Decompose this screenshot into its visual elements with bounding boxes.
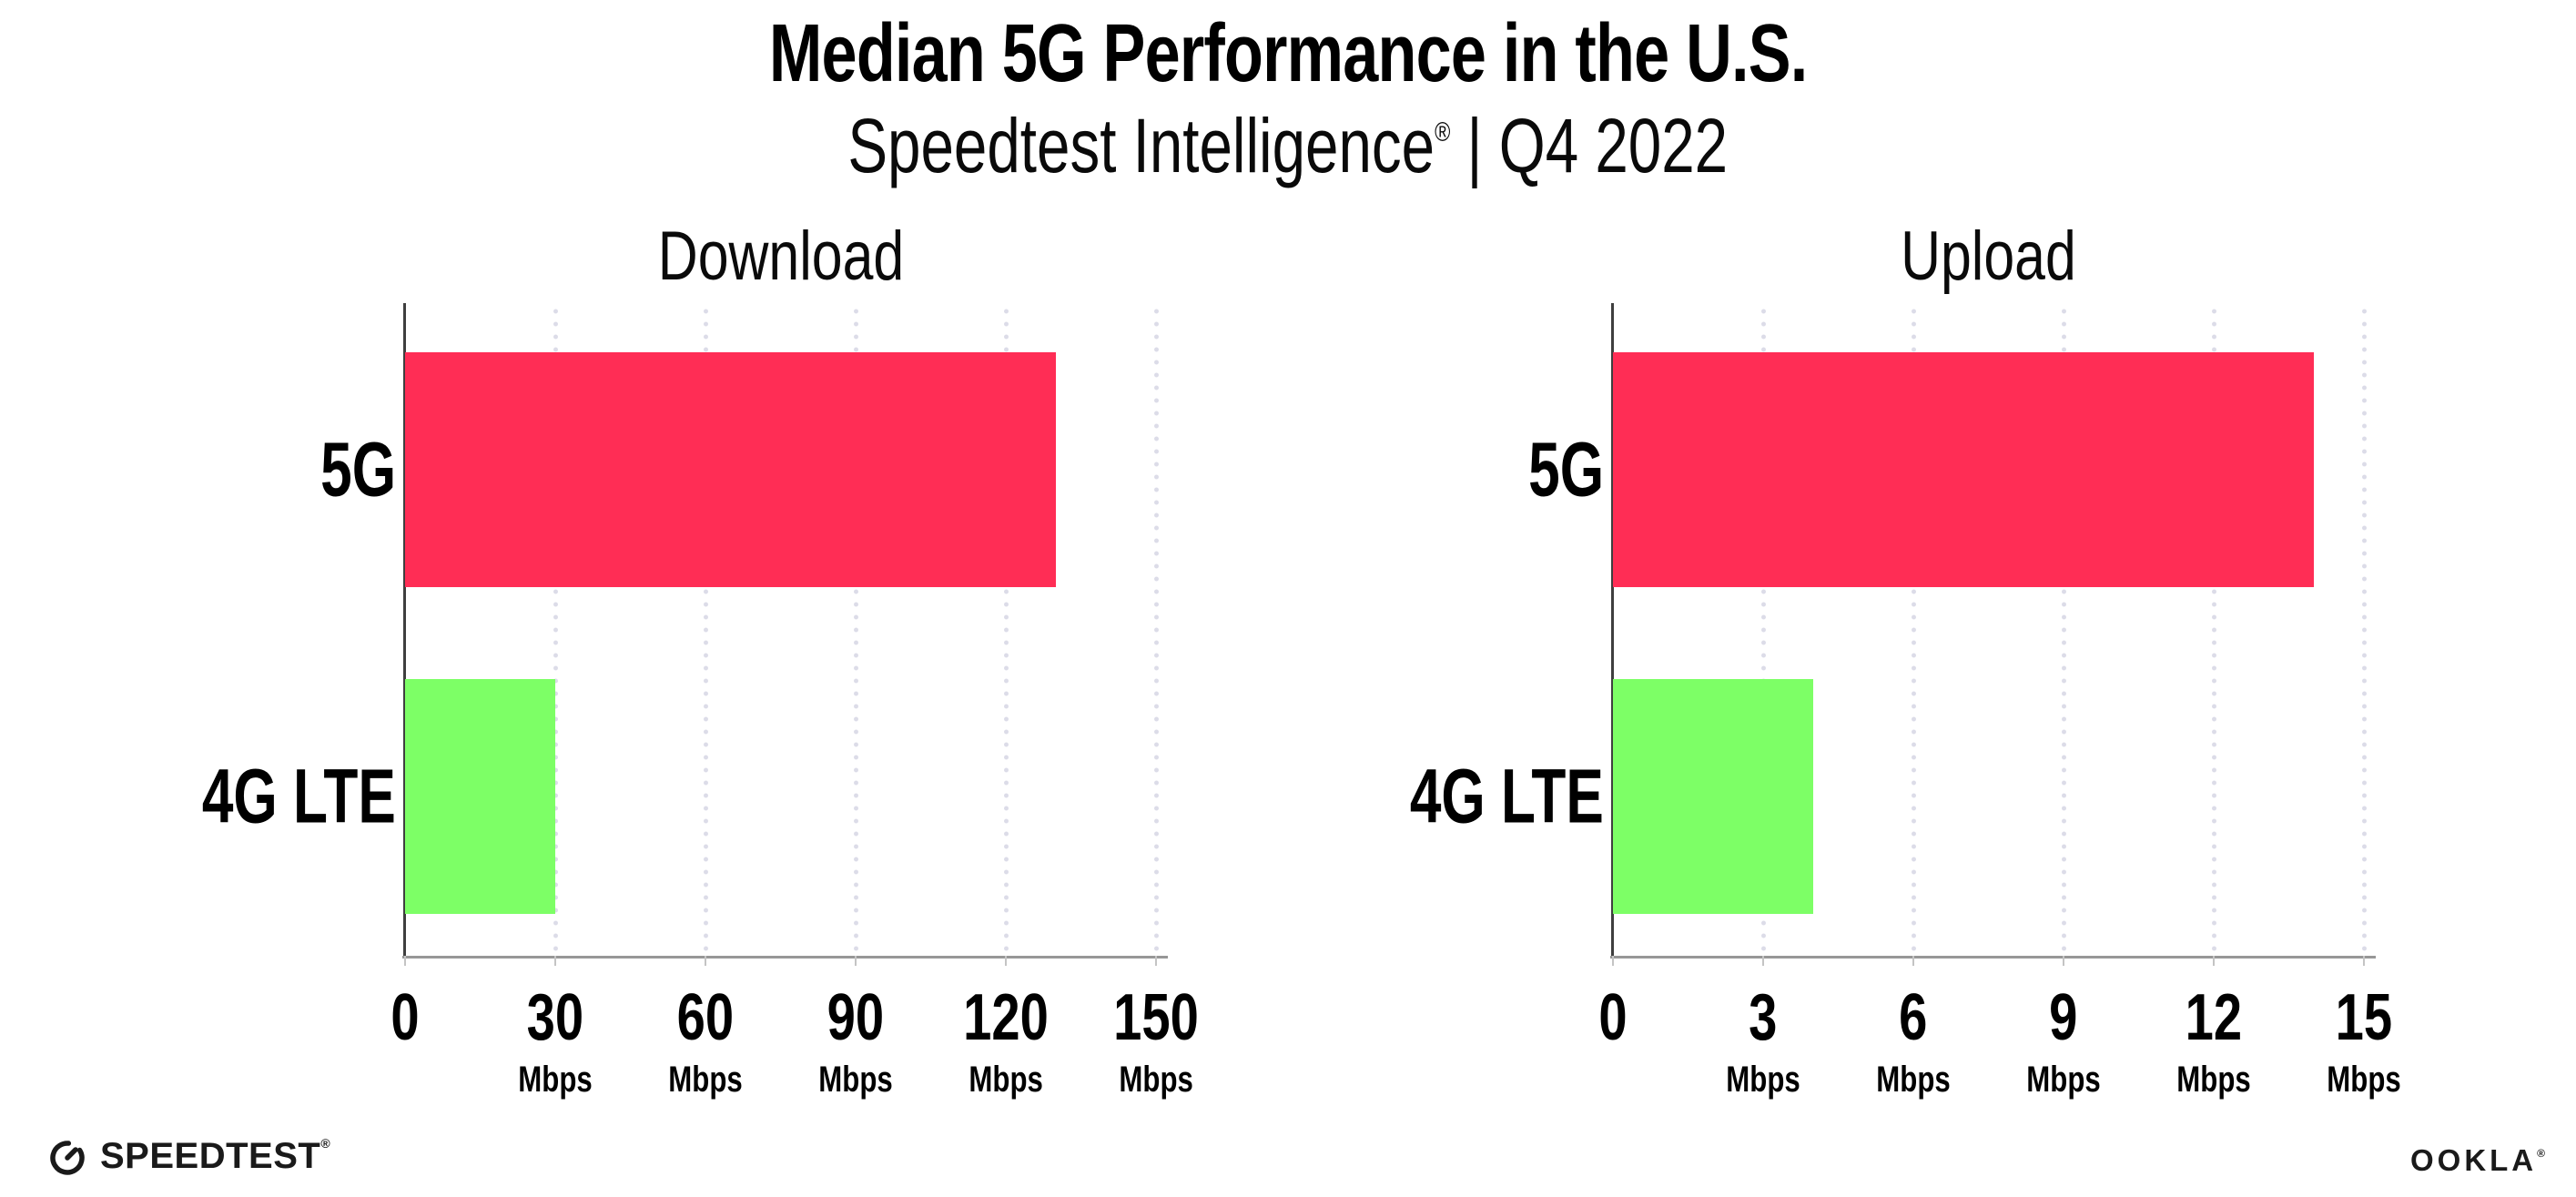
bar-5g	[405, 351, 1056, 587]
x-tick-value: 3	[1749, 981, 1778, 1054]
x-tick-unit: Mbps	[818, 1060, 893, 1100]
x-tick-unit: Mbps	[1876, 1060, 1951, 1100]
x-tick-value: 120	[963, 981, 1049, 1054]
bar-5g	[1613, 351, 2314, 587]
upload-x-axis-line	[1610, 956, 2376, 959]
gridline-90	[854, 305, 858, 956]
x-tick-value: 90	[827, 981, 885, 1054]
download-chart-title-text: Download	[657, 218, 904, 295]
x-tick-unit: Mbps	[2026, 1060, 2101, 1100]
x-tick-0: 0	[387, 985, 423, 1050]
bar-4g-lte	[1613, 678, 1813, 915]
x-tick-unit: Mbps	[518, 1060, 593, 1100]
x-tick-3: 3 Mbps	[1716, 985, 1810, 1098]
download-category-labels: 5G 4G LTE	[68, 303, 396, 956]
gridline-3	[1761, 305, 1766, 956]
tick-mark-90	[855, 956, 857, 966]
tick-mark-0	[1612, 956, 1614, 966]
bar-4g-lte	[405, 678, 555, 915]
gridline-15	[2362, 305, 2367, 956]
x-tick-15: 15 Mbps	[2317, 985, 2411, 1098]
category-label-4g-lte: 4G LTE	[202, 753, 396, 839]
tick-mark-150	[1155, 956, 1157, 966]
x-tick-value: 15	[2335, 981, 2393, 1054]
upload-chart-title-text: Upload	[1901, 218, 2076, 295]
gridline-150	[1154, 305, 1159, 956]
x-tick-value: 9	[2049, 981, 2078, 1054]
tick-mark-60	[705, 956, 706, 966]
download-plot-area	[402, 303, 1168, 966]
x-tick-value: 0	[390, 981, 420, 1054]
registered-mark: ®	[1435, 117, 1451, 147]
x-tick-value: 12	[2185, 981, 2243, 1054]
speedtest-gauge-icon	[50, 1141, 85, 1175]
x-tick-unit: Mbps	[2176, 1060, 2251, 1100]
gridline-9	[2062, 305, 2066, 956]
tick-mark-6	[1912, 956, 1914, 966]
x-tick-value: 0	[1598, 981, 1628, 1054]
ookla-wordmark: OOKLA®	[2410, 1143, 2545, 1178]
x-tick-value: 6	[1899, 981, 1928, 1054]
speedtest-logo: SPEEDTEST®	[46, 1134, 330, 1178]
upload-chart-title: Upload	[1613, 217, 2364, 296]
download-x-tick-labels: 0 30 Mbps 60 Mbps 90 Mbps 120 Mbps 150 Mbps	[390, 985, 1198, 1131]
gridline-120	[1004, 305, 1009, 956]
page-title-text: Median 5G Performance in the U.S.	[768, 8, 1808, 99]
ookla-registered-mark: ®	[2537, 1147, 2545, 1160]
x-tick-150: 150 Mbps	[1101, 985, 1211, 1098]
x-tick-60: 60 Mbps	[658, 985, 753, 1098]
x-tick-30: 30 Mbps	[508, 985, 603, 1098]
upload-plot-area	[1610, 303, 2376, 966]
x-tick-value: 60	[676, 981, 735, 1054]
upload-x-tick-labels: 0 3 Mbps 6 Mbps 9 Mbps 12 Mbps 15 Mbps	[1598, 985, 2400, 1131]
download-y-axis-line	[403, 303, 406, 956]
tick-mark-3	[1762, 956, 1764, 966]
ookla-logo: OOKLA®	[2410, 1143, 2545, 1178]
tick-mark-9	[2063, 956, 2064, 966]
x-tick-unit: Mbps	[1119, 1060, 1193, 1100]
speedtest-registered-mark: ®	[320, 1135, 330, 1151]
tick-mark-120	[1005, 956, 1007, 966]
tick-mark-12	[2213, 956, 2215, 966]
x-tick-unit: Mbps	[668, 1060, 743, 1100]
x-tick-0: 0	[1595, 985, 1631, 1050]
tick-mark-0	[404, 956, 406, 966]
tick-mark-15	[2363, 956, 2365, 966]
upload-y-axis-line	[1611, 303, 1614, 956]
ookla-wordmark-text: OOKLA	[2409, 1143, 2538, 1177]
speedtest-wordmark-text: SPEEDTEST	[100, 1135, 321, 1176]
x-tick-unit: Mbps	[2327, 1060, 2401, 1100]
gridline-12	[2212, 305, 2216, 956]
x-tick-9: 9 Mbps	[2016, 985, 2111, 1098]
gridline-30	[553, 305, 558, 956]
x-tick-unit: Mbps	[969, 1060, 1043, 1100]
category-label-4g-lte: 4G LTE	[1410, 753, 1604, 839]
page-subtitle: Speedtest Intelligence® | Q4 2022	[0, 107, 2576, 184]
upload-category-labels: 5G 4G LTE	[1276, 303, 1604, 956]
page-subtitle-text: Speedtest Intelligence® | Q4 2022	[848, 107, 1729, 184]
header: Median 5G Performance in the U.S. Speedt…	[0, 13, 2576, 184]
x-tick-120: 120 Mbps	[951, 985, 1060, 1098]
download-x-axis-line	[402, 956, 1168, 959]
x-tick-6: 6 Mbps	[1866, 985, 1961, 1098]
speedtest-wordmark: SPEEDTEST®	[100, 1136, 330, 1177]
x-tick-value: 30	[526, 981, 584, 1054]
download-chart-title: Download	[405, 217, 1156, 296]
subtitle-period: | Q4 2022	[1450, 103, 1729, 188]
category-label-5g: 5G	[1528, 426, 1604, 512]
category-label-5g: 5G	[320, 426, 396, 512]
x-tick-12: 12 Mbps	[2166, 985, 2261, 1098]
gridline-6	[1912, 305, 1916, 956]
x-tick-value: 150	[1113, 981, 1199, 1054]
subtitle-brand: Speedtest Intelligence	[847, 103, 1435, 188]
page-title: Median 5G Performance in the U.S.	[0, 13, 2576, 95]
x-tick-90: 90 Mbps	[808, 985, 903, 1098]
gridline-60	[704, 305, 708, 956]
tick-mark-30	[554, 956, 556, 966]
x-tick-unit: Mbps	[1726, 1060, 1800, 1100]
